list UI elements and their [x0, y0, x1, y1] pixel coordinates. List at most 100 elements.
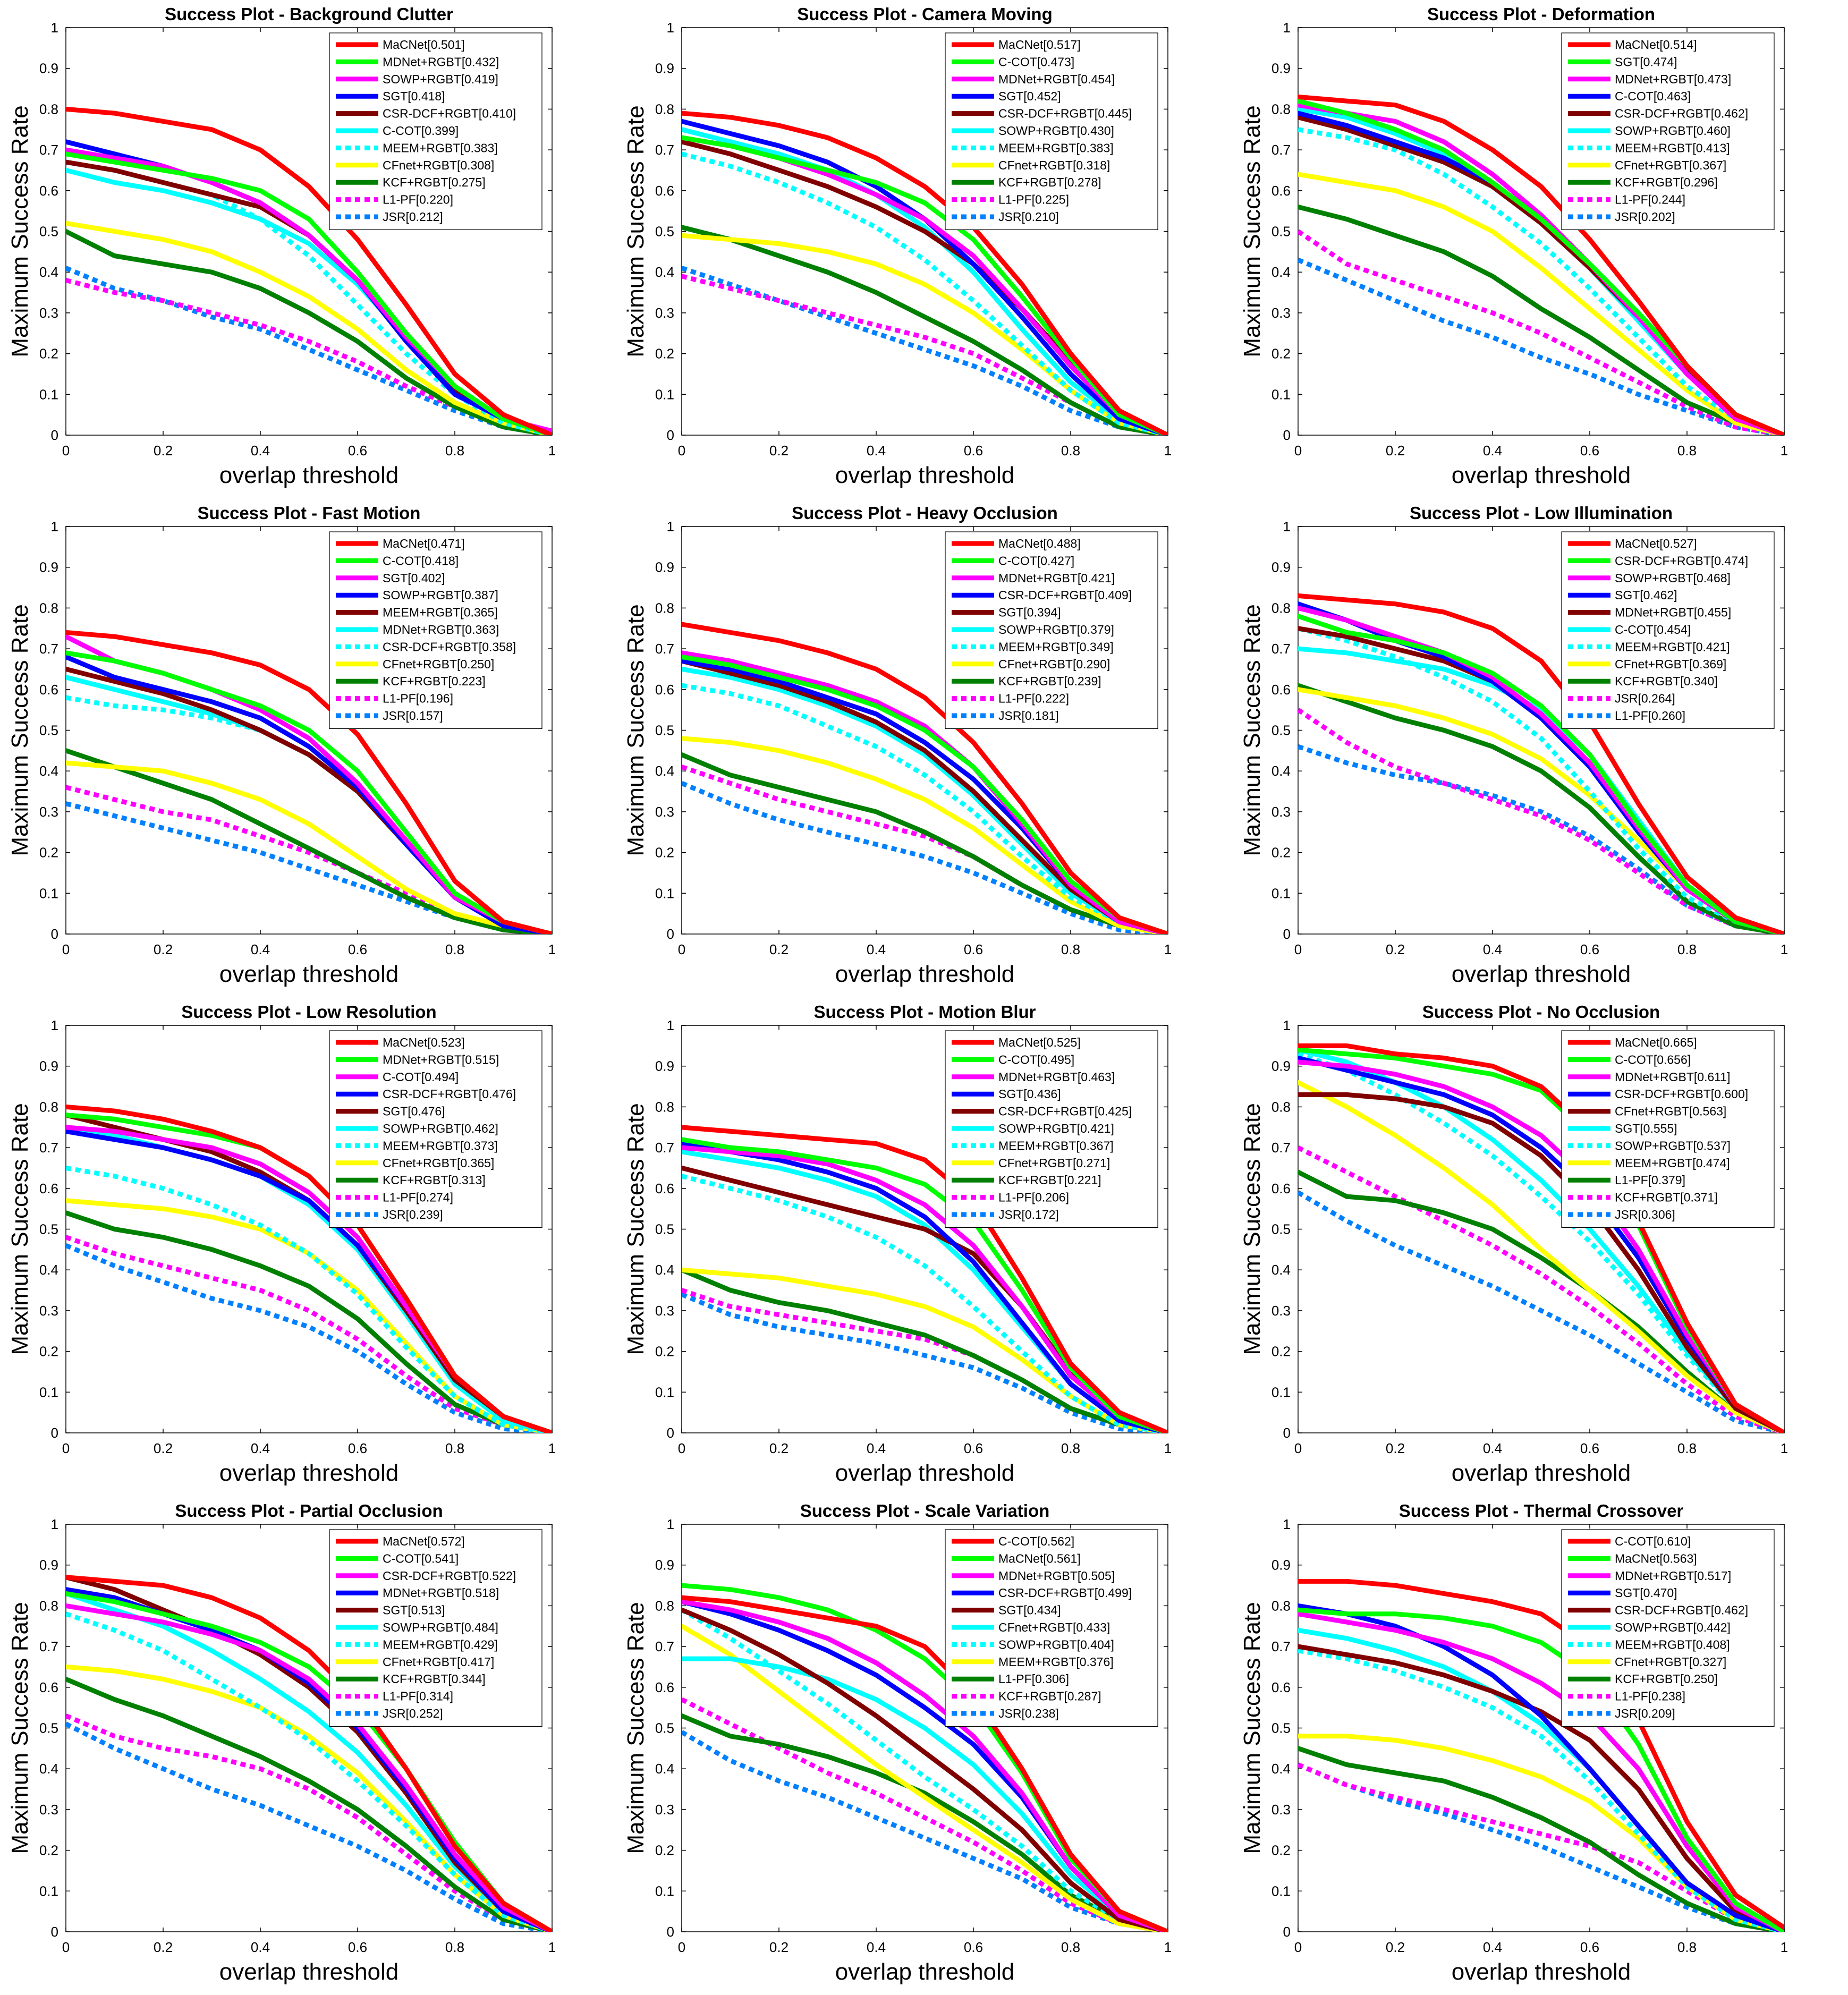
y-tick-label: 0.9 — [655, 61, 674, 77]
x-tick-label: 0.6 — [1580, 1939, 1599, 1955]
x-tick-label: 0.8 — [445, 1939, 464, 1955]
chart-no-occlusion: Success Plot - No Occlusion 0 0.1 0.2 0.3 0.4… — [1232, 998, 1848, 1496]
x-tick-label: 1 — [1780, 1440, 1787, 1456]
y-tick-label: 0.2 — [39, 1344, 58, 1360]
x-axis-label: overlap threshold — [219, 961, 399, 987]
x-tick-label: 0.8 — [1677, 941, 1697, 957]
legend-entry: KCF+RGBT[0.313] — [383, 1173, 486, 1187]
chart-low-resolution: Success Plot - Low Resolution 0 0.1 0.2 0.3 0… — [0, 998, 616, 1496]
y-tick-label: 0.7 — [39, 142, 58, 158]
legend-entry: MaCNet[0.665] — [1615, 1035, 1697, 1049]
chart-svg: Success Plot - Background Clutter 0 0.1 0.2… — [7, 4, 556, 488]
y-tick-label: 0.5 — [655, 224, 674, 240]
legend-entry: CSR-DCF+RGBT[0.410] — [383, 107, 516, 121]
y-tick-label: 0.1 — [39, 885, 58, 901]
y-tick-label: 0.6 — [1271, 183, 1290, 199]
y-tick-label: 0.2 — [655, 346, 674, 362]
series-line-meem-rgbt — [1298, 1648, 1784, 1932]
y-axis-label: Maximum Success Rate — [623, 1103, 649, 1355]
legend-entry: MDNet+RGBT[0.518] — [383, 1586, 499, 1600]
y-axis-label: Maximum Success Rate — [623, 604, 649, 856]
series-group — [1298, 94, 1784, 435]
x-tick-label: 0.4 — [251, 941, 270, 957]
y-tick-label: 1 — [667, 519, 674, 534]
chart-title: Success Plot - Camera Moving — [798, 4, 1053, 24]
y-axis-label: Maximum Success Rate — [1239, 105, 1265, 357]
y-tick-label: 1 — [51, 20, 58, 36]
x-axis-label: overlap threshold — [835, 961, 1015, 987]
series-line-cfnet-rgbt — [66, 220, 552, 435]
x-tick-label: 0.4 — [867, 941, 886, 957]
series-line-kcf-rgbt — [1298, 205, 1784, 435]
y-tick-label: 0.6 — [39, 682, 58, 698]
legend-entry: MDNet+RGBT[0.505] — [998, 1569, 1115, 1583]
x-tick-label: 0.8 — [445, 1440, 464, 1456]
legend-entry: CSR-DCF+RGBT[0.600] — [1615, 1087, 1748, 1101]
legend-entry: MEEM+RGBT[0.349] — [998, 640, 1114, 653]
legend-entry: MaCNet[0.523] — [383, 1035, 465, 1049]
y-tick-label: 0.7 — [1271, 1140, 1290, 1156]
y-tick-label: 0.5 — [39, 224, 58, 240]
chart-motion-blur: Success Plot - Motion Blur 0 0.1 0.2 0.3 0.4 0… — [616, 998, 1232, 1496]
x-tick-label: 0 — [62, 443, 70, 459]
legend-entry: C-COT[0.610] — [1615, 1534, 1691, 1548]
series-line-sgt — [682, 1607, 1168, 1932]
legend-entry: SOWP+RGBT[0.421] — [998, 1122, 1114, 1135]
y-tick-label: 1 — [667, 1017, 674, 1033]
y-tick-label: 0.7 — [1271, 1639, 1290, 1654]
x-tick-label: 0.6 — [348, 1939, 367, 1955]
chart-title: Success Plot - Motion Blur — [814, 1002, 1036, 1022]
legend-entry: CSR-DCF+RGBT[0.445] — [998, 107, 1132, 121]
legend-entry: L1-PF[0.220] — [383, 193, 453, 207]
y-tick-label: 0.7 — [1271, 641, 1290, 657]
chart-svg: Success Plot - Motion Blur 0 0.1 0.2 0.3 0.4 0… — [623, 1002, 1172, 1486]
y-tick-label: 1 — [51, 519, 58, 534]
series-line-cfnet-rgbt — [1298, 172, 1784, 435]
series-line-mdnet-rgbt — [1298, 1611, 1784, 1932]
series-group — [1298, 593, 1784, 934]
y-tick-label: 1 — [667, 20, 674, 36]
legend-entry: KCF+RGBT[0.296] — [1615, 175, 1718, 189]
legend-entry: C-COT[0.494] — [383, 1070, 459, 1084]
x-tick-label: 0.4 — [251, 1440, 270, 1456]
y-tick-label: 0.9 — [1271, 61, 1290, 77]
series-line-meem-rgbt — [1298, 1080, 1784, 1433]
legend: MaCNet[0.523] MDNet+RGBT[0.515] C-COT[0.49… — [329, 1030, 542, 1228]
legend-entry: SOWP+RGBT[0.484] — [383, 1620, 498, 1634]
legend-entry: MaCNet[0.527] — [1615, 537, 1697, 550]
y-tick-label: 0.3 — [1271, 1802, 1290, 1818]
legend-entry: CFnet+RGBT[0.369] — [1615, 657, 1726, 671]
x-tick-label: 1 — [1164, 941, 1172, 957]
legend-entry: CFnet+RGBT[0.308] — [383, 158, 494, 172]
y-tick-label: 0.3 — [39, 1802, 58, 1818]
legend-entry: JSR[0.202] — [1615, 210, 1675, 224]
y-tick-label: 0.1 — [655, 885, 674, 901]
series-line-kcf-rgbt — [682, 225, 1168, 435]
series-line-kcf-rgbt — [682, 752, 1168, 934]
x-tick-label: 0 — [1294, 1939, 1301, 1955]
x-tick-label: 0.6 — [1580, 1440, 1599, 1456]
series-line-kcf-rgbt — [1298, 1145, 1784, 1433]
chart-thermal-crossover: Success Plot - Thermal Crossover 0 0.1 0.2 0… — [1232, 1497, 1848, 1995]
legend-entry: MaCNet[0.517] — [998, 38, 1081, 52]
y-tick-label: 0.3 — [655, 1303, 674, 1319]
legend-entry: L1-PF[0.314] — [383, 1690, 453, 1703]
y-tick-label: 0.2 — [1271, 1843, 1290, 1858]
legend-entry: SGT[0.436] — [998, 1087, 1061, 1101]
legend-entry: SOWP+RGBT[0.442] — [1615, 1620, 1731, 1634]
y-tick-label: 1 — [667, 1516, 674, 1532]
legend-entry: CFnet+RGBT[0.367] — [1615, 158, 1726, 172]
x-tick-label: 0.6 — [348, 1440, 367, 1456]
legend-entry: KCF+RGBT[0.275] — [383, 175, 486, 189]
legend-entry: MEEM+RGBT[0.421] — [1615, 640, 1730, 653]
x-tick-label: 0.2 — [769, 941, 789, 957]
legend-entry: JSR[0.209] — [1615, 1707, 1675, 1720]
x-axis-label: overlap threshold — [1451, 462, 1631, 488]
y-tick-label: 1 — [1283, 1516, 1290, 1532]
y-tick-label: 0.6 — [655, 183, 674, 199]
y-tick-label: 0.4 — [39, 1761, 58, 1777]
y-tick-label: 0.1 — [1271, 885, 1290, 901]
x-tick-label: 1 — [1164, 1440, 1172, 1456]
legend-entry: SGT[0.470] — [1615, 1586, 1677, 1600]
series-line-kcf-rgbt — [66, 748, 552, 934]
